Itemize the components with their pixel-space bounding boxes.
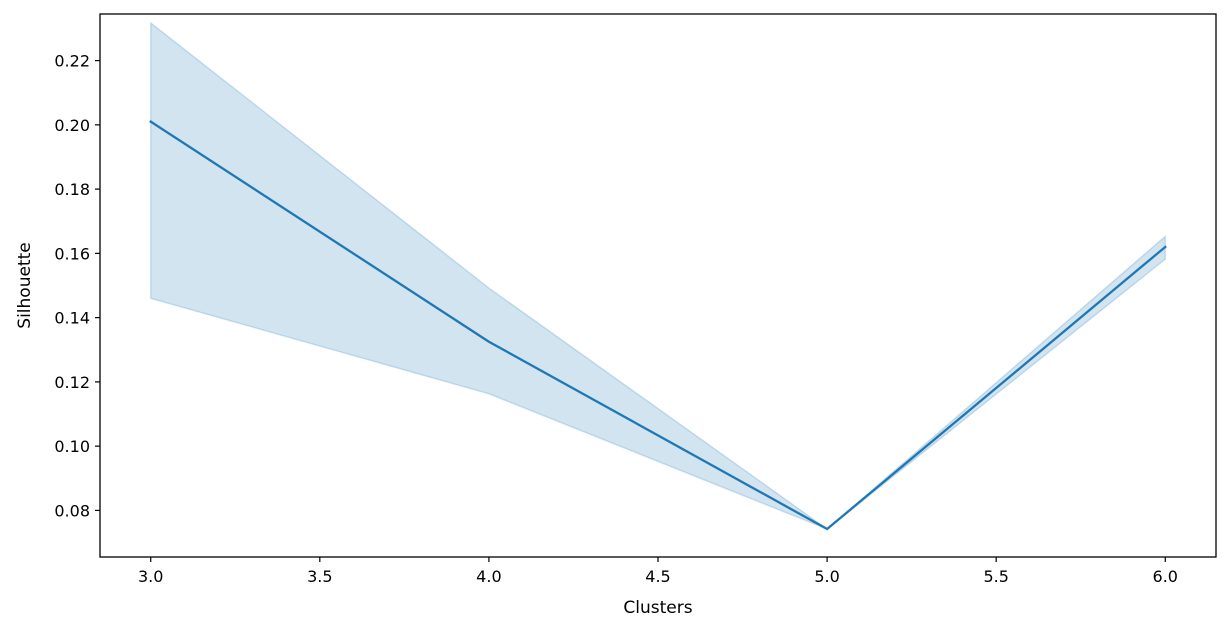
confidence-band xyxy=(149,21,1167,531)
confidence-bands xyxy=(149,21,1167,531)
x-axis-ticks: 3.0 3.5 4.0 4.5 5.0 5.5 6.0 xyxy=(138,557,1178,586)
y-tick-label: 0.18 xyxy=(54,180,90,199)
y-tick-label: 0.12 xyxy=(54,373,90,392)
x-tick-label: 3.0 xyxy=(138,567,163,586)
y-tick-label: 0.20 xyxy=(54,116,90,135)
y-tick-label: 0.08 xyxy=(54,501,90,520)
x-tick-label: 3.5 xyxy=(307,567,332,586)
series-lines xyxy=(149,120,1167,531)
x-tick-label: 5.0 xyxy=(814,567,839,586)
x-tick-label: 4.5 xyxy=(645,567,670,586)
y-tick-label: 0.14 xyxy=(54,309,90,328)
x-tick-label: 6.0 xyxy=(1153,567,1178,586)
x-axis-label: Clusters xyxy=(623,598,692,618)
x-tick-label: 4.0 xyxy=(476,567,501,586)
series-line xyxy=(149,120,1167,531)
y-tick-label: 0.10 xyxy=(54,437,90,456)
y-tick-label: 0.22 xyxy=(54,52,90,71)
x-tick-label: 5.5 xyxy=(983,567,1008,586)
y-tick-label: 0.16 xyxy=(54,244,90,263)
y-axis-ticks: 0.08 0.10 0.12 0.14 0.16 0.18 0.20 0.22 xyxy=(54,52,100,520)
y-axis-label: Silhouette xyxy=(15,242,35,328)
